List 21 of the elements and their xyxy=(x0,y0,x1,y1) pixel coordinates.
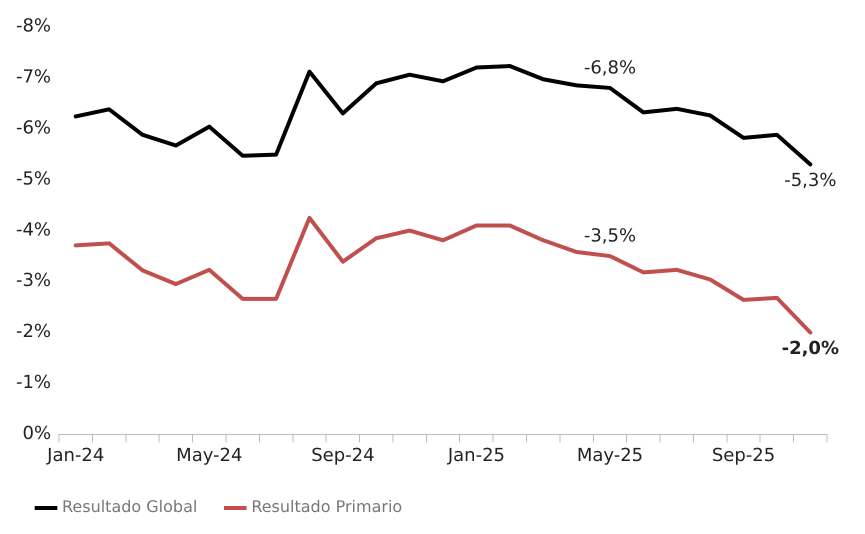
y-tick-label: -7% xyxy=(16,66,52,88)
x-tick-label: Sep-24 xyxy=(311,444,375,466)
data-label: -6,8% xyxy=(584,58,636,79)
y-tick-label: -1% xyxy=(16,372,52,394)
y-tick-label: -4% xyxy=(16,219,52,240)
legend-label: Resultado Primario xyxy=(251,497,402,516)
data-label: -2,0% xyxy=(782,338,840,360)
x-tick-label: May-24 xyxy=(176,444,242,466)
y-tick-label: -8% xyxy=(16,15,52,36)
x-tick-label: Jan-25 xyxy=(446,444,505,466)
legend-label: Resultado Global xyxy=(62,497,198,516)
y-tick-label: -3% xyxy=(16,270,52,292)
data-label: -5,3% xyxy=(784,170,836,192)
y-tick-label: -5% xyxy=(16,168,52,190)
y-tick-label: -6% xyxy=(16,117,52,138)
x-tick-label: Sep-25 xyxy=(712,444,776,466)
data-label: -3,5% xyxy=(584,226,636,247)
y-tick-label: -2% xyxy=(16,321,52,342)
x-tick-label: May-25 xyxy=(576,444,644,466)
y-tick-label: 0% xyxy=(22,423,52,444)
x-tick-label: Jan-24 xyxy=(46,444,104,466)
